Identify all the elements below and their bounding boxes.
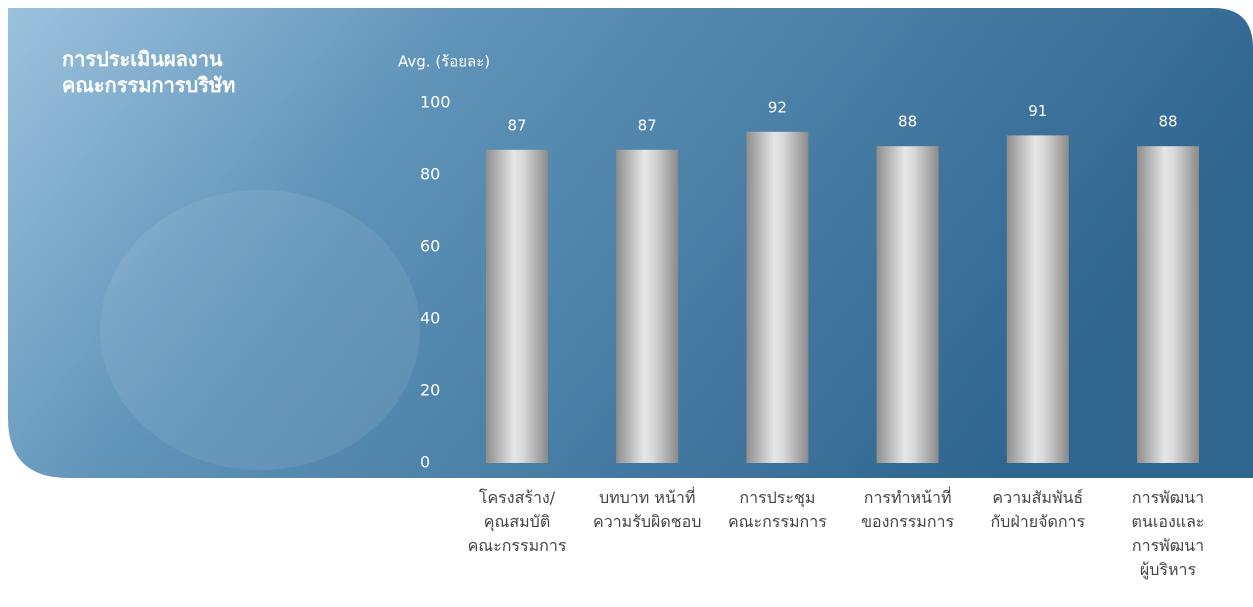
value-label: 87: [638, 116, 657, 134]
value-label: 88: [898, 113, 917, 131]
value-label: 88: [1158, 113, 1177, 131]
x-tick-label: ความสัมพันธ์ กับฝ่ายจัดการ: [990, 488, 1086, 531]
value-label: 92: [768, 98, 787, 116]
bar: [1137, 146, 1199, 463]
chart-title: การประเมินผลงาน คณะกรรมการบริษัท: [62, 47, 236, 97]
bar: [746, 131, 809, 464]
x-tick-label: โครงสร้าง/ คุณสมบัติ คณะกรรมการ: [467, 488, 567, 555]
y-tick-label: 0: [420, 453, 430, 472]
y-tick-label: 80: [420, 165, 440, 184]
y-axis-label: Avg. (ร้อยละ): [398, 53, 490, 71]
y-tick-label: 40: [420, 309, 440, 328]
bar: [876, 146, 939, 463]
y-tick-label: 100: [420, 93, 451, 112]
x-tick-label: บทบาท หน้าที่ ความรับผิดชอบ: [593, 488, 702, 531]
decor: [100, 190, 420, 470]
x-tick-label: การประชุม คณะกรรมการ: [727, 488, 827, 531]
y-tick-label: 20: [420, 381, 440, 400]
value-label: 91: [1028, 102, 1047, 120]
bar: [616, 149, 679, 464]
x-tick-label: การทำหน้าที่ ของกรรมการ: [861, 488, 955, 531]
bar: [1006, 135, 1069, 463]
value-label: 87: [507, 116, 526, 134]
x-tick-label: การพัฒนา ตนเองและ การพัฒนา ผู้บริหาร: [1131, 488, 1205, 579]
y-tick-label: 60: [420, 237, 440, 256]
bar: [486, 149, 548, 464]
